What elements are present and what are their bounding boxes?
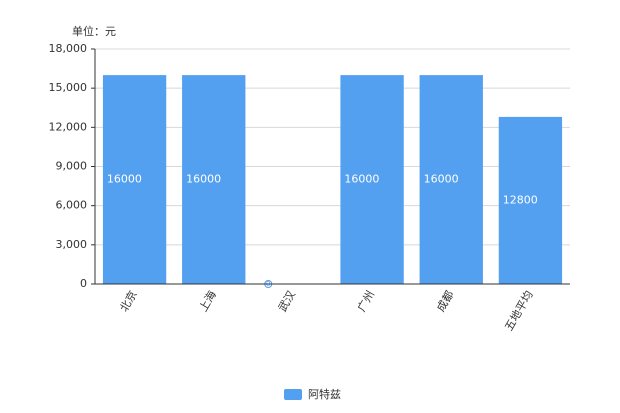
legend-swatch <box>284 389 302 400</box>
bar <box>419 75 483 284</box>
bar <box>340 75 404 284</box>
y-tick-label: 3,000 <box>56 238 88 251</box>
legend-label: 阿特兹 <box>308 387 341 401</box>
y-tick-label: 0 <box>80 277 87 290</box>
y-tick-label: 9,000 <box>56 160 88 173</box>
x-tick-label: 广州 <box>355 289 377 315</box>
data-label: 16000 <box>186 173 221 186</box>
bar <box>182 75 246 284</box>
bar <box>498 116 563 284</box>
data-label: 16000 <box>344 173 379 186</box>
y-tick-label: 15,000 <box>49 81 88 94</box>
y-tick-label: 18,000 <box>49 42 88 55</box>
x-tick-label: 成都 <box>434 289 456 315</box>
data-label: 12800 <box>503 193 538 206</box>
bar <box>102 75 167 284</box>
x-tick-label: 五地平均 <box>502 289 535 334</box>
data-label: 16000 <box>107 173 142 186</box>
y-axis-unit: 单位：元 <box>72 24 116 38</box>
data-label: 16000 <box>424 173 459 186</box>
x-tick-label: 武汉 <box>276 289 298 315</box>
x-tick-label: 北京 <box>117 288 140 314</box>
x-tick-label: 上海 <box>196 288 219 314</box>
y-tick-label: 6,000 <box>56 199 88 212</box>
y-tick-label: 12,000 <box>49 120 88 133</box>
